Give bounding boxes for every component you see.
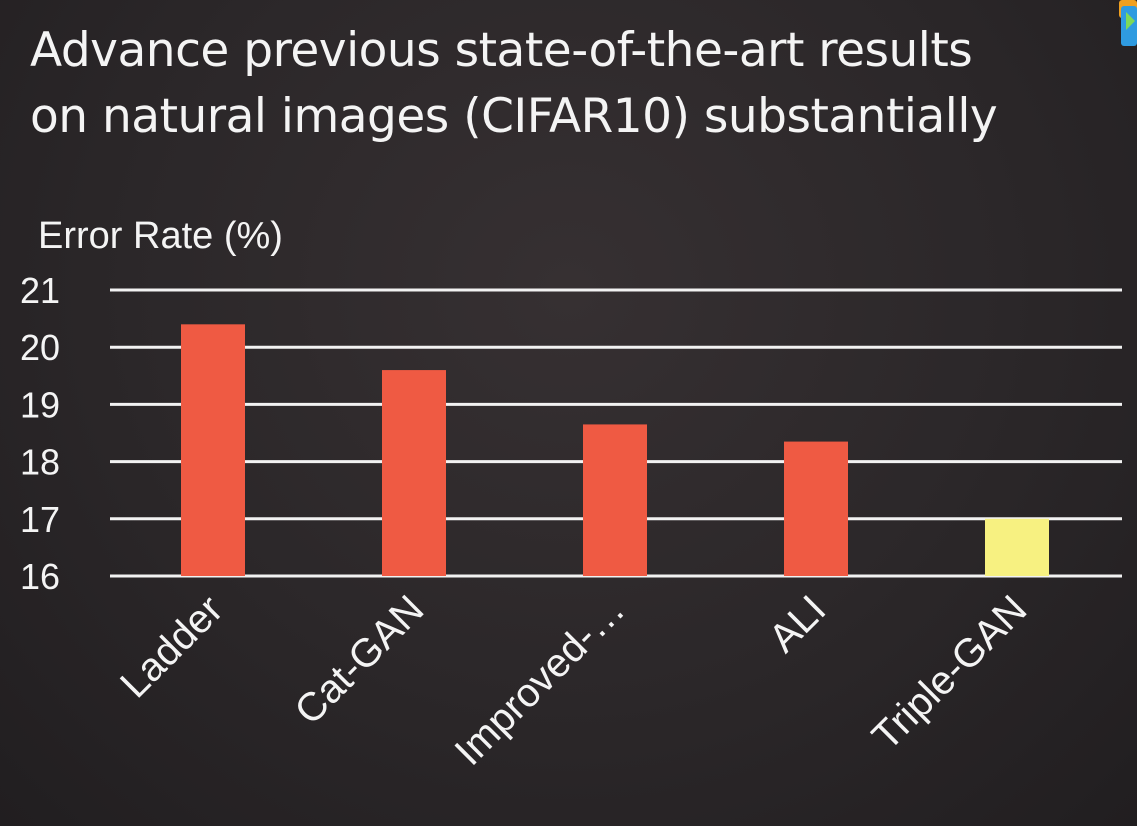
x-tick-labels: Ladder Cat-GAN Improved-… ALI Triple-GAN	[112, 587, 1035, 774]
bar-ladder	[181, 324, 245, 576]
y-tick-label: 18	[20, 442, 60, 483]
bar-improved	[583, 424, 647, 576]
x-tick-label: Cat-GAN	[287, 587, 433, 733]
bar-triple-gan	[985, 518, 1049, 576]
x-tick-label: Ladder	[112, 587, 231, 706]
bar-cat-gan	[382, 370, 446, 576]
x-tick-label: ALI	[761, 587, 835, 661]
y-tick-label: 21	[20, 270, 60, 311]
bar-ali	[784, 441, 848, 576]
y-axis-label: Error Rate (%)	[38, 215, 283, 257]
slide-title-line-1: Advance previous state-of-the-art result…	[30, 23, 973, 78]
y-tick-label: 20	[20, 327, 60, 368]
y-tick-label: 19	[20, 384, 60, 425]
slide-title-line-2: on natural images (CIFAR10) substantiall…	[30, 89, 998, 144]
x-tick-label: Improved-…	[447, 587, 634, 774]
corner-logo-icon	[1119, 0, 1137, 46]
slide-title: Advance previous state-of-the-art result…	[30, 18, 1130, 150]
y-tick-labels: 16 17 18 19 20 21	[20, 270, 60, 597]
x-tick-label: Triple-GAN	[864, 587, 1036, 759]
y-tick-label: 16	[20, 556, 60, 597]
y-tick-label: 17	[20, 499, 60, 540]
bars	[181, 324, 1049, 576]
